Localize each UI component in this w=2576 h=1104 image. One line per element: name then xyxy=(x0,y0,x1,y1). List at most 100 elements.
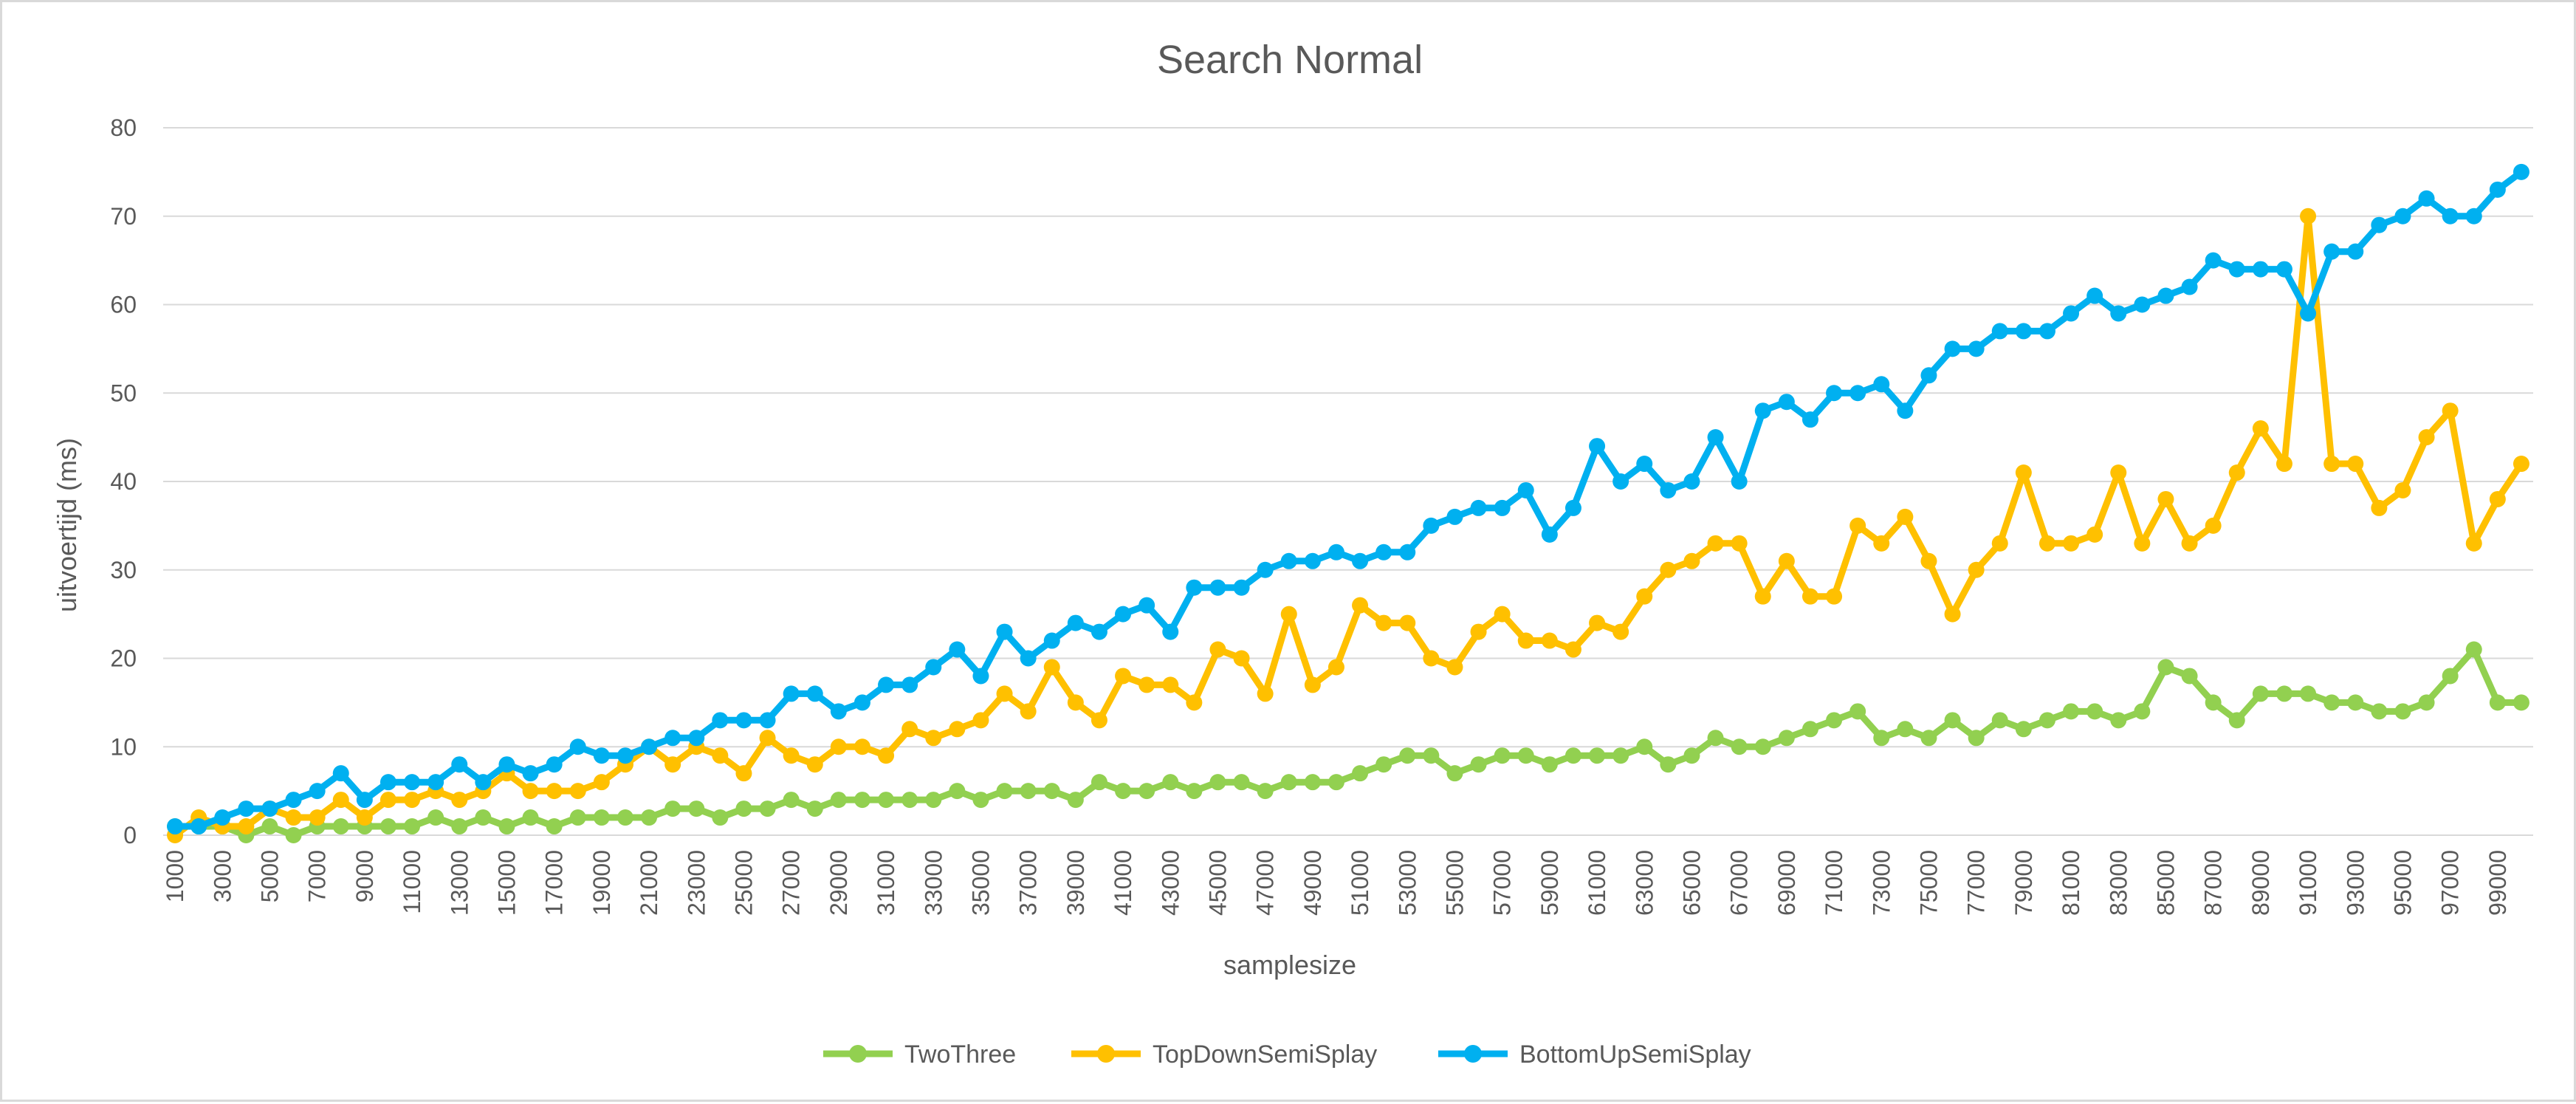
data-point xyxy=(972,712,989,729)
data-point xyxy=(546,783,563,800)
data-point xyxy=(2323,694,2340,711)
series-TopDownSemiSplay xyxy=(167,208,2529,843)
data-point xyxy=(1020,783,1037,800)
data-point xyxy=(2157,659,2174,676)
data-point xyxy=(1067,614,1084,631)
data-point xyxy=(1446,508,1463,525)
x-axis-title: samplesize xyxy=(1223,950,1356,980)
y-tick-label: 40 xyxy=(110,468,137,495)
x-tick-label: 9000 xyxy=(351,850,378,902)
data-point xyxy=(498,756,515,773)
x-tick-label: 17000 xyxy=(541,850,568,916)
data-point xyxy=(1090,712,1107,729)
data-point xyxy=(2063,305,2080,322)
series-line xyxy=(171,646,2525,839)
data-point xyxy=(2228,712,2245,729)
x-tick-label: 95000 xyxy=(2389,850,2416,916)
x-tick-label: 13000 xyxy=(446,850,473,916)
series-line xyxy=(171,168,2525,830)
data-point xyxy=(2181,278,2198,295)
data-point xyxy=(1873,730,1890,747)
data-point xyxy=(2015,323,2032,340)
data-point xyxy=(783,792,800,809)
data-point xyxy=(569,783,586,800)
data-point xyxy=(996,623,1013,640)
data-point xyxy=(261,800,278,817)
data-point xyxy=(1020,703,1037,720)
x-tick-label: 65000 xyxy=(1678,850,1705,916)
data-point xyxy=(285,827,302,843)
data-point xyxy=(475,809,492,826)
x-tick-label: 79000 xyxy=(2010,850,2037,916)
x-tick-label: 11000 xyxy=(399,850,425,914)
data-point xyxy=(1731,738,1748,755)
data-point xyxy=(2489,694,2506,711)
data-point xyxy=(1280,774,1297,791)
legend: TwoThree TopDownSemiSplay BottomUpSemiSpla… xyxy=(823,1040,1751,1069)
y-axis-ticks: 0 10 20 30 40 50 60 70 80 xyxy=(110,114,137,848)
data-point xyxy=(664,800,681,817)
data-point xyxy=(1849,517,1866,534)
data-point xyxy=(2394,481,2411,498)
data-point xyxy=(1636,588,1653,605)
x-tick-label: 31000 xyxy=(873,850,899,916)
data-point xyxy=(427,809,444,826)
x-tick-label: 39000 xyxy=(1062,850,1089,916)
x-tick-label: 3000 xyxy=(209,850,236,902)
x-tick-label: 19000 xyxy=(588,850,615,916)
data-point xyxy=(2134,535,2151,552)
x-tick-label: 49000 xyxy=(1299,850,1326,916)
data-point xyxy=(593,774,610,791)
data-point xyxy=(2489,490,2506,507)
data-point xyxy=(2442,402,2459,419)
data-point xyxy=(1778,394,1795,411)
data-point xyxy=(949,721,966,738)
x-tick-label: 85000 xyxy=(2152,850,2179,916)
x-tick-label: 45000 xyxy=(1204,850,1231,916)
data-point xyxy=(853,694,870,711)
data-point xyxy=(2347,694,2364,711)
data-point xyxy=(2228,261,2245,278)
data-point xyxy=(1280,606,1297,623)
data-point xyxy=(1873,376,1890,393)
data-point xyxy=(616,809,633,826)
data-point xyxy=(1778,730,1795,747)
data-point xyxy=(616,747,633,764)
data-point xyxy=(1209,579,1226,596)
data-point xyxy=(2394,703,2411,720)
data-point xyxy=(569,738,586,755)
data-point xyxy=(2418,694,2435,711)
y-tick-label: 80 xyxy=(110,114,137,141)
data-point xyxy=(1090,623,1107,640)
x-tick-label: 89000 xyxy=(2247,850,2274,916)
x-tick-label: 7000 xyxy=(304,850,331,902)
data-point xyxy=(2205,694,2222,711)
data-point xyxy=(1944,712,1961,729)
data-point xyxy=(901,721,918,738)
data-point xyxy=(1233,650,1250,667)
data-point xyxy=(2134,703,2151,720)
y-tick-label: 30 xyxy=(110,557,137,583)
legend-swatch-marker xyxy=(1464,1045,1482,1063)
data-point xyxy=(2418,190,2435,207)
data-point xyxy=(1328,544,1344,560)
data-point xyxy=(1067,792,1084,809)
data-point xyxy=(1897,402,1914,419)
data-point xyxy=(664,730,681,747)
legend-label: TwoThree xyxy=(904,1040,1016,1069)
data-point xyxy=(1920,552,1937,569)
data-point xyxy=(641,809,658,826)
data-point xyxy=(2252,685,2269,702)
legend-item-TopDownSemiSplay: TopDownSemiSplay xyxy=(1071,1040,1377,1069)
data-point xyxy=(2465,641,2482,658)
data-point xyxy=(475,774,492,791)
data-point xyxy=(1991,535,2008,552)
data-point xyxy=(379,792,396,809)
data-point xyxy=(2371,499,2388,516)
data-point xyxy=(996,685,1013,702)
data-point xyxy=(1754,588,1771,605)
data-point xyxy=(1328,774,1344,791)
data-point xyxy=(1517,747,1534,764)
data-point xyxy=(641,738,658,755)
